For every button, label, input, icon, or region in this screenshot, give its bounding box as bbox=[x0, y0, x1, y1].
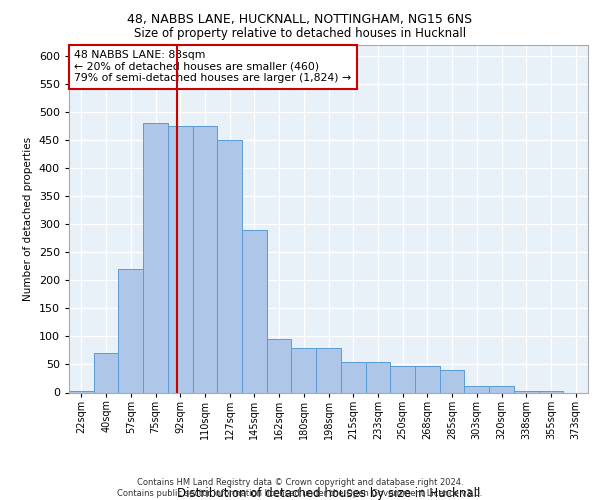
Bar bbox=[415, 366, 440, 392]
Bar bbox=[440, 370, 464, 392]
Bar bbox=[143, 124, 168, 392]
Bar bbox=[292, 348, 316, 393]
Bar bbox=[489, 386, 514, 392]
Y-axis label: Number of detached properties: Number of detached properties bbox=[23, 136, 33, 301]
Text: 48 NABBS LANE: 83sqm
← 20% of detached houses are smaller (460)
79% of semi-deta: 48 NABBS LANE: 83sqm ← 20% of detached h… bbox=[74, 50, 352, 84]
X-axis label: Distribution of detached houses by size in Hucknall: Distribution of detached houses by size … bbox=[177, 488, 480, 500]
Text: Size of property relative to detached houses in Hucknall: Size of property relative to detached ho… bbox=[134, 28, 466, 40]
Text: Contains HM Land Registry data © Crown copyright and database right 2024.
Contai: Contains HM Land Registry data © Crown c… bbox=[118, 478, 482, 498]
Bar bbox=[242, 230, 267, 392]
Text: 48, NABBS LANE, HUCKNALL, NOTTINGHAM, NG15 6NS: 48, NABBS LANE, HUCKNALL, NOTTINGHAM, NG… bbox=[127, 12, 473, 26]
Bar bbox=[168, 126, 193, 392]
Bar bbox=[267, 340, 292, 392]
Bar bbox=[390, 366, 415, 392]
Bar bbox=[464, 386, 489, 392]
Bar bbox=[341, 362, 365, 392]
Bar bbox=[316, 348, 341, 393]
Bar bbox=[193, 126, 217, 392]
Bar bbox=[365, 362, 390, 392]
Bar bbox=[94, 354, 118, 393]
Bar bbox=[118, 269, 143, 392]
Bar bbox=[217, 140, 242, 392]
